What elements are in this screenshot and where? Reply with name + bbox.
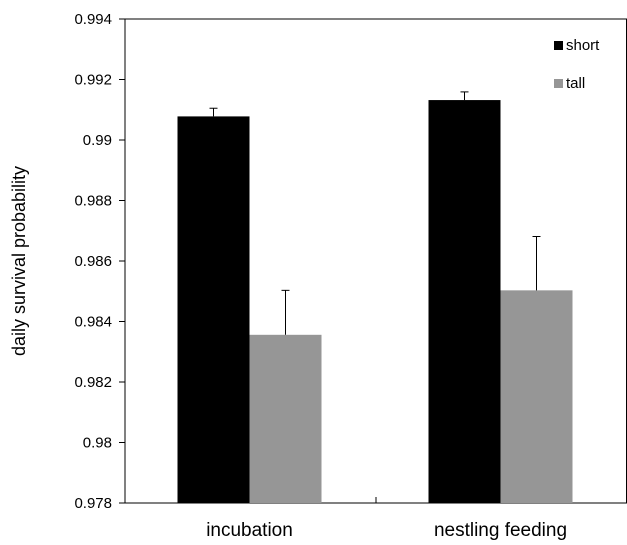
y-tick-label: 0.986: [74, 253, 112, 270]
x-category-label: incubation: [206, 520, 293, 541]
y-tick-label: 0.984: [74, 314, 112, 331]
bar-short-incubation: [177, 116, 250, 503]
bar-tall-nestling-feeding: [500, 290, 573, 503]
y-tick-label: 0.98: [83, 435, 112, 452]
bar-short-nestling-feeding: [428, 100, 501, 503]
y-axis-title: daily survival probability: [9, 166, 29, 356]
y-axis-ticks: 0.978 0.98 0.982 0.984 0.986 0.988 0.99 0.992 0.…: [74, 11, 125, 512]
y-tick-label: 0.988: [74, 193, 112, 210]
error-bars: [209, 91, 541, 335]
legend-label-tall: tall: [566, 75, 585, 92]
legend-label-short: short: [566, 37, 600, 54]
y-tick-label: 0.982: [74, 374, 112, 391]
category-labels: incubation nestling feeding: [206, 520, 567, 541]
bar-tall-incubation: [249, 334, 322, 503]
bars: [177, 100, 573, 503]
legend-swatch-tall: [554, 79, 563, 88]
y-tick-label: 0.992: [74, 72, 112, 89]
y-tick-label: 0.99: [83, 132, 112, 149]
legend-swatch-short: [554, 41, 563, 50]
y-tick-label: 0.978: [74, 495, 112, 512]
legend: short tall: [554, 37, 600, 92]
x-category-label: nestling feeding: [434, 520, 567, 541]
y-tick-label: 0.994: [74, 11, 112, 28]
